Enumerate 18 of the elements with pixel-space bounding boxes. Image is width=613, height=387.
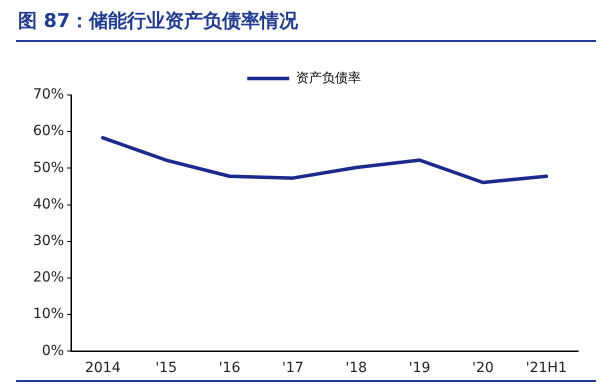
x-tick-label: '20 [472, 360, 494, 376]
y-tick-label: 0% [42, 342, 64, 359]
x-tick-label: '21H1 [526, 360, 567, 376]
legend-label: 资产负债率 [296, 70, 361, 86]
y-tick-label: 60% [32, 123, 64, 140]
y-tick-label: 30% [32, 233, 64, 250]
y-tick-label: 50% [32, 160, 64, 176]
y-tick-label: 70% [32, 86, 64, 103]
x-tick-label: '16 [218, 360, 240, 376]
y-tick-label: 40% [32, 196, 64, 212]
y-tick-label: 10% [32, 306, 64, 322]
x-tick-label: 2014 [84, 360, 121, 376]
chart-title: 图 87：储能行业资产负债率情况 [18, 9, 298, 34]
x-tick-label: '15 [155, 360, 177, 376]
x-tick-label: '18 [345, 360, 368, 376]
x-tick-label: '17 [282, 360, 304, 376]
x-tick-label: '19 [408, 360, 430, 376]
y-tick-label: 20% [32, 270, 64, 286]
